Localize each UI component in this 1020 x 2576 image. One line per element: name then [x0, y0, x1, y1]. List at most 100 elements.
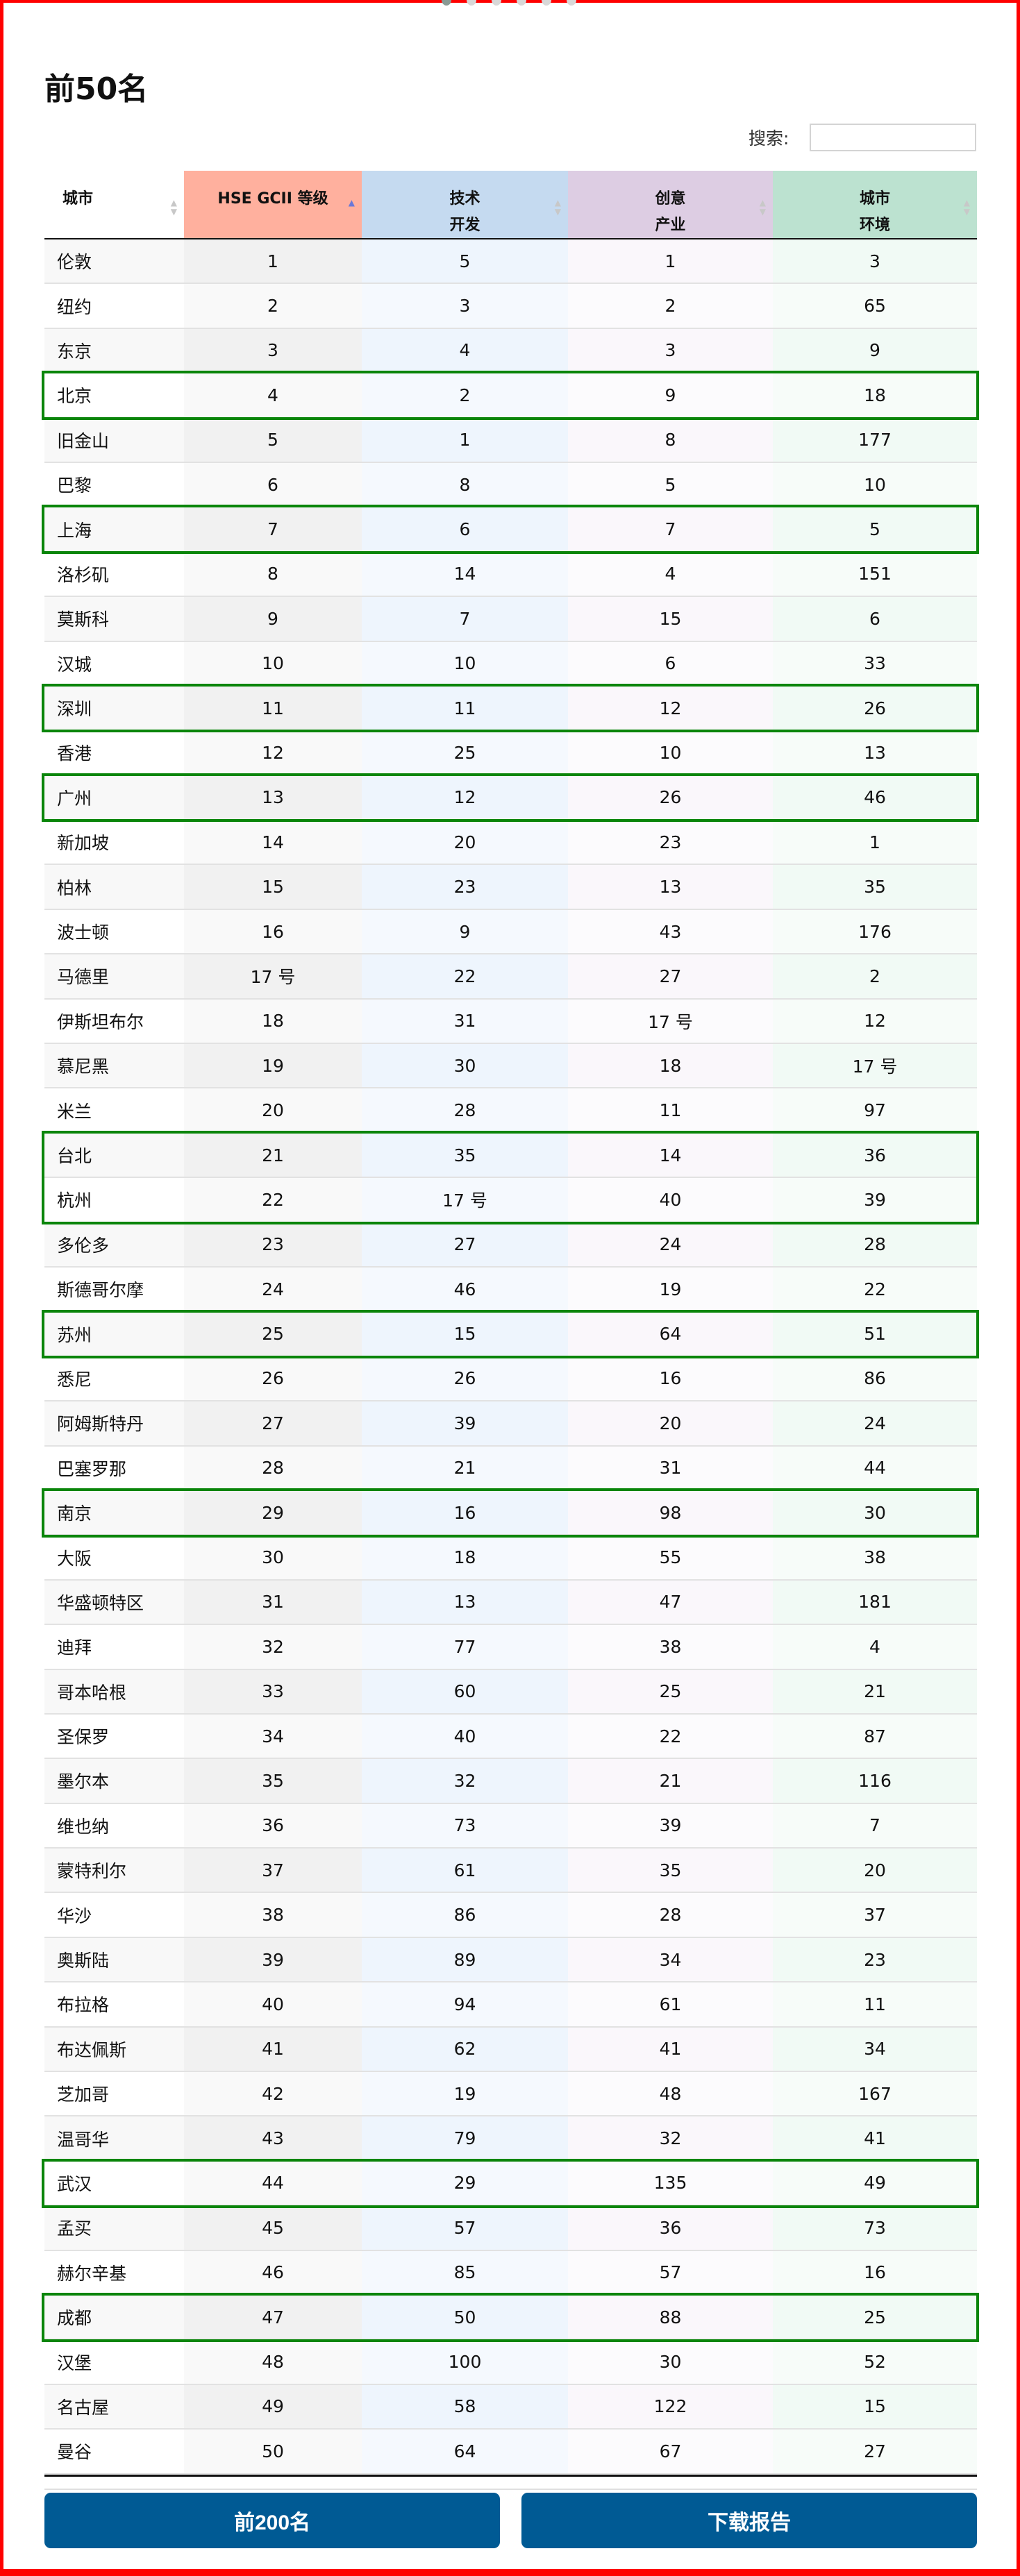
table-row[interactable]: 马德里 17 号 22 27 2 [44, 954, 977, 1000]
table-row[interactable]: 波士顿 16 9 43 176 [44, 909, 977, 955]
table-row[interactable]: 杭州 22 17 号 40 39 [44, 1178, 977, 1223]
table-row[interactable]: 台北 21 35 14 36 [44, 1133, 977, 1179]
pager-dot[interactable] [442, 0, 451, 6]
sort-arrows-icon[interactable]: ▲ ▼ [964, 199, 970, 217]
table-row[interactable]: 大阪 30 18 55 38 [44, 1535, 977, 1581]
carousel-pager[interactable] [442, 0, 576, 6]
cell-city: 温哥华 [44, 2116, 184, 2160]
cell-city: 巴塞罗那 [44, 1446, 184, 1490]
sort-arrows-icon[interactable]: ▲ [349, 199, 355, 208]
table-row[interactable]: 深圳 11 11 12 26 [44, 686, 977, 732]
table-row[interactable]: 新加坡 14 20 23 1 [44, 820, 977, 866]
table-row[interactable]: 伊斯坦布尔 18 31 17 号 12 [44, 999, 977, 1045]
search-input[interactable] [810, 124, 976, 151]
table-row[interactable]: 华盛顿特区 31 13 47 181 [44, 1580, 977, 1626]
cell-city: 斯德哥尔摩 [44, 1267, 184, 1311]
cell-tech: 46 [362, 1267, 568, 1311]
download-report-button[interactable]: 下载报告 [521, 2493, 977, 2548]
table-row[interactable]: 旧金山 5 1 8 177 [44, 418, 977, 463]
pager-dot[interactable] [517, 0, 526, 6]
table-row[interactable]: 蒙特利尔 37 61 35 20 [44, 1849, 977, 1894]
pager-dot[interactable] [567, 0, 576, 6]
cell-creative: 7 [568, 507, 773, 551]
sort-arrows-icon[interactable]: ▲ ▼ [171, 199, 177, 217]
table-row[interactable]: 苏州 25 15 64 51 [44, 1312, 977, 1357]
table-row[interactable]: 汉城 10 10 6 33 [44, 641, 977, 687]
cell-city: 华沙 [44, 1893, 184, 1937]
table-row[interactable]: 维也纳 36 73 39 7 [44, 1803, 977, 1849]
table-row[interactable]: 墨尔本 35 32 21 116 [44, 1759, 977, 1804]
table-row[interactable]: 华沙 38 86 28 37 [44, 1893, 977, 1938]
cell-tech: 23 [362, 865, 568, 909]
cell-env: 27 [773, 2430, 977, 2473]
cell-hse: 35 [184, 1759, 362, 1803]
header-label-line: 创意 [655, 190, 686, 208]
sort-arrows-icon[interactable]: ▲ ▼ [555, 199, 561, 217]
table-row[interactable]: 北京 4 2 9 18 [44, 373, 977, 419]
table-row[interactable]: 赫尔辛基 46 85 57 16 [44, 2250, 977, 2296]
cell-env: 20 [773, 1849, 977, 1892]
table-row[interactable]: 孟买 45 57 36 73 [44, 2206, 977, 2251]
pager-dot[interactable] [467, 0, 476, 6]
cell-hse: 5 [184, 418, 362, 462]
cell-creative: 35 [568, 1849, 773, 1892]
table-row[interactable]: 慕尼黑 19 30 18 17 号 [44, 1044, 977, 1089]
cell-env: 37 [773, 1893, 977, 1937]
cell-hse: 18 [184, 999, 362, 1043]
table-row[interactable]: 洛杉矶 8 14 4 151 [44, 552, 977, 598]
cell-creative: 5 [568, 462, 773, 507]
table-row[interactable]: 柏林 15 23 13 35 [44, 865, 977, 910]
cell-creative: 64 [568, 1312, 773, 1356]
table-row[interactable]: 布拉格 40 94 61 11 [44, 1982, 977, 2028]
table-row[interactable]: 伦敦 1 5 1 3 [44, 239, 977, 285]
column-header-hse[interactable]: HSE GCII 等级 ▲ [184, 171, 362, 238]
cell-city: 圣保罗 [44, 1714, 184, 1758]
top-200-button[interactable]: 前200名 [44, 2493, 500, 2548]
header-label-line: HSE GCII 等级 [217, 190, 328, 208]
table-row[interactable]: 迪拜 32 77 38 4 [44, 1625, 977, 1670]
table-row[interactable]: 南京 29 16 98 30 [44, 1490, 977, 1536]
cell-env: 12 [773, 999, 977, 1043]
table-row[interactable]: 巴塞罗那 28 21 31 44 [44, 1446, 977, 1491]
table-row[interactable]: 莫斯科 9 7 15 6 [44, 597, 977, 642]
table-row[interactable]: 武汉 44 29 135 49 [44, 2161, 977, 2207]
cell-env: 25 [773, 2295, 977, 2339]
table-row[interactable]: 上海 7 6 7 5 [44, 507, 977, 553]
sort-arrows-icon[interactable]: ▲ ▼ [760, 199, 766, 217]
table-row[interactable]: 温哥华 43 79 32 41 [44, 2116, 977, 2162]
cell-hse: 4 [184, 373, 362, 417]
column-header-tech[interactable]: 技术 开发 ▲ ▼ [362, 171, 568, 238]
table-row[interactable]: 奥斯陆 39 89 34 23 [44, 1937, 977, 1983]
cell-city: 慕尼黑 [44, 1044, 184, 1088]
column-header-env[interactable]: 城市 环境 ▲ ▼ [773, 171, 977, 238]
table-row[interactable]: 圣保罗 34 40 22 87 [44, 1714, 977, 1760]
table-row[interactable]: 成都 47 50 88 25 [44, 2295, 977, 2341]
pager-dot[interactable] [492, 0, 501, 6]
cell-tech: 11 [362, 686, 568, 730]
table-row[interactable]: 米兰 20 28 11 97 [44, 1088, 977, 1134]
table-row[interactable]: 斯德哥尔摩 24 46 19 22 [44, 1267, 977, 1313]
cell-tech: 21 [362, 1446, 568, 1490]
table-row[interactable]: 芝加哥 42 19 48 167 [44, 2072, 977, 2117]
table-row[interactable]: 汉堡 48 100 30 52 [44, 2340, 977, 2385]
table-row[interactable]: 多伦多 23 27 24 28 [44, 1222, 977, 1268]
cell-tech: 94 [362, 1982, 568, 2026]
table-row[interactable]: 巴黎 6 8 5 10 [44, 462, 977, 508]
table-row[interactable]: 阿姆斯特丹 27 39 20 24 [44, 1401, 977, 1447]
cell-city: 维也纳 [44, 1803, 184, 1848]
table-row[interactable]: 纽约 2 3 2 65 [44, 284, 977, 329]
column-header-city[interactable]: 城市 ▲ ▼ [44, 171, 184, 238]
table-row[interactable]: 布达佩斯 41 62 41 34 [44, 2027, 977, 2073]
cell-tech: 14 [362, 552, 568, 596]
pager-dot[interactable] [542, 0, 551, 6]
cell-creative: 23 [568, 820, 773, 864]
cell-city: 纽约 [44, 284, 184, 328]
table-row[interactable]: 东京 3 4 3 9 [44, 328, 977, 374]
table-row[interactable]: 悉尼 26 26 16 86 [44, 1356, 977, 1402]
table-row[interactable]: 曼谷 50 64 67 27 [44, 2430, 977, 2475]
table-row[interactable]: 香港 12 25 10 13 [44, 731, 977, 776]
column-header-creative[interactable]: 创意 产业 ▲ ▼ [568, 171, 773, 238]
table-row[interactable]: 哥本哈根 33 60 25 21 [44, 1669, 977, 1715]
table-row[interactable]: 名古屋 49 58 122 15 [44, 2384, 977, 2430]
table-row[interactable]: 广州 13 12 26 46 [44, 775, 977, 821]
